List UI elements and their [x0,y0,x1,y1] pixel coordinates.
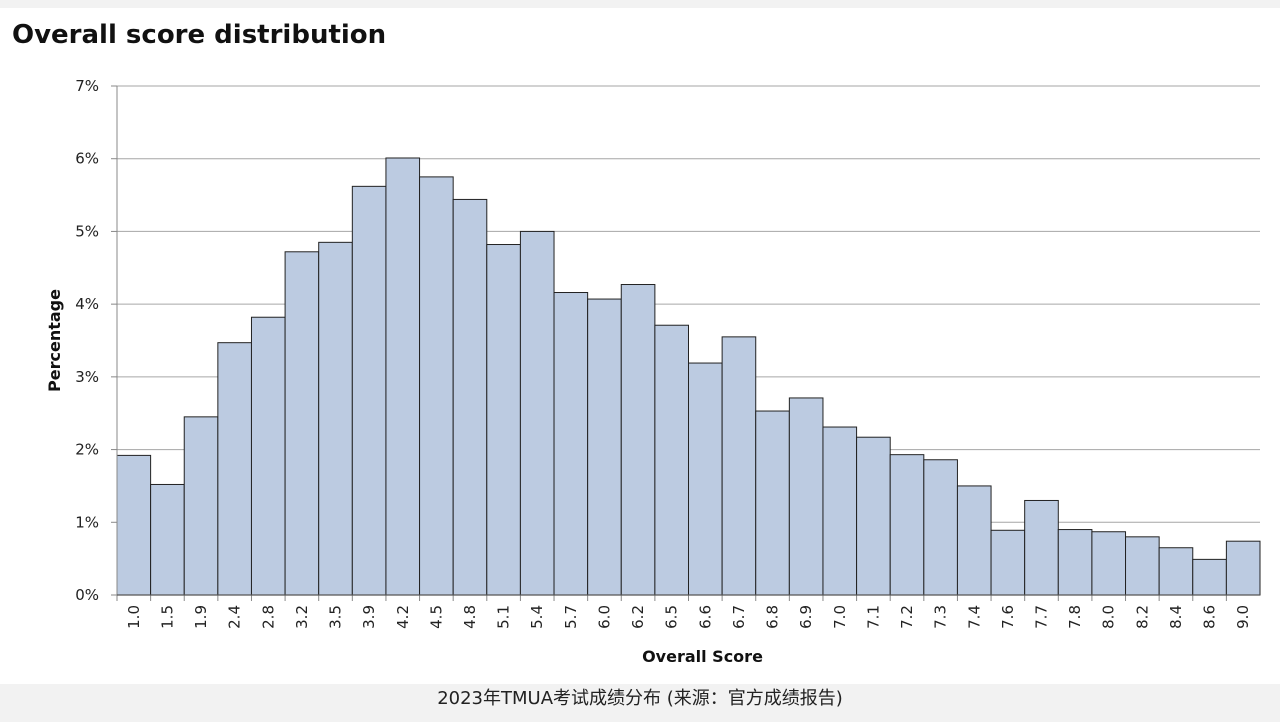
bar [553,292,589,596]
bar [183,416,219,596]
x-axis-ticks: 1.0 1.5 1.9 2.4 2.8 3.2 3.5 3.9 4.2 4.5 4.8 5.1 5.4 5… [116,595,1252,629]
x-tick-label: 6.0 [595,605,613,629]
bar [1024,499,1059,596]
x-tick-label: 4.5 [427,605,445,629]
x-tick-label: 7.0 [831,605,849,629]
y-tick-label: 5% [75,222,99,240]
bar [486,244,521,596]
y-tick-label: 2% [75,441,99,459]
x-tick-label: 6.8 [764,605,782,629]
bar-chart: 0% 1% 2% 3% 4% 5% 6% 7% 1.0 1.5 1.9 2.4 2.8 3.2 3.5 3.… [45,77,1261,666]
bar [519,230,555,596]
bar [318,241,353,596]
x-tick-label: 7.2 [898,605,916,629]
y-tick-label: 4% [75,295,99,313]
bar [1225,540,1261,596]
x-tick-label: 8.4 [1167,605,1185,629]
x-tick-label: 8.0 [1100,605,1118,629]
bar [217,342,252,596]
y-axis-label: Percentage [45,289,64,392]
bar [721,336,757,596]
y-tick-label: 7% [75,77,99,95]
y-tick-label: 1% [75,513,99,531]
x-tick-label: 8.6 [1201,605,1219,629]
x-axis-label: Overall Score [642,647,763,666]
bar [116,454,152,596]
bar [150,483,185,596]
x-tick-label: 4.2 [394,605,412,629]
x-tick-label: 5.4 [528,605,546,629]
bar [452,198,488,596]
chart-figure: Overall score distribution 0% 1% 2% 3% 4% 5% 6… [0,8,1280,684]
x-tick-label: 3.5 [327,605,345,629]
y-tick-label: 3% [75,368,99,386]
x-tick-label: 5.7 [562,605,580,629]
x-tick-label: 9.0 [1234,605,1252,629]
x-tick-label: 6.5 [663,605,681,629]
bar [351,185,387,596]
bar [990,529,1026,596]
chart-title: Overall score distribution [12,20,387,50]
x-tick-label: 6.6 [696,605,714,629]
bar [956,485,992,596]
bar [1091,531,1127,596]
x-tick-label: 6.2 [629,605,647,629]
bar [889,454,925,596]
x-tick-label: 6.9 [797,605,815,629]
figure-caption: 2023年TMUA考试成绩分布 (来源：官方成绩报告) [437,688,843,709]
x-tick-label: 1.5 [158,605,176,629]
x-tick-label: 7.8 [1066,605,1084,629]
x-tick-label: 3.9 [360,605,378,629]
bar [688,362,723,596]
bar [250,316,286,596]
bar [822,426,858,596]
x-tick-label: 2.8 [259,605,277,629]
x-tick-label: 2.4 [226,605,244,629]
bar [1158,547,1194,596]
y-tick-label: 0% [75,586,99,604]
bar [284,251,320,596]
x-tick-label: 6.7 [730,605,748,629]
bar [385,157,421,596]
x-tick-label: 3.2 [293,605,311,629]
x-tick-label: 7.7 [1032,605,1050,629]
x-tick-label: 1.9 [192,605,210,629]
bars [116,157,1261,596]
bar [620,284,656,596]
x-tick-label: 5.1 [495,605,513,629]
x-tick-label: 4.8 [461,605,479,629]
x-tick-label: 8.2 [1133,605,1151,629]
bar [856,436,891,596]
bar [587,298,622,596]
x-tick-label: 7.4 [965,605,983,629]
bar [1192,558,1227,596]
bar [419,176,454,596]
y-tick-label: 6% [75,150,99,168]
x-tick-label: 7.3 [932,605,950,629]
bar [755,410,790,596]
x-tick-label: 7.1 [864,605,882,629]
bar [923,459,958,596]
y-axis-ticks: 0% 1% 2% 3% 4% 5% 6% 7% [75,77,117,604]
bar [654,324,689,596]
bar [1057,529,1093,596]
x-tick-label: 1.0 [125,605,143,629]
bar [1125,536,1160,596]
x-tick-label: 7.6 [999,605,1017,629]
bar [788,397,824,596]
